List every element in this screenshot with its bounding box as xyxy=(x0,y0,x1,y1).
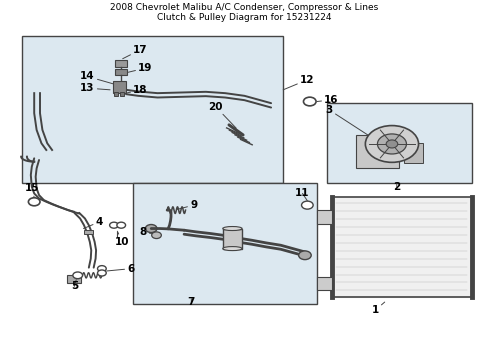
Polygon shape xyxy=(331,197,471,297)
Text: 13: 13 xyxy=(80,83,110,93)
Text: 4: 4 xyxy=(83,217,103,229)
Circle shape xyxy=(301,201,312,209)
Text: 17: 17 xyxy=(122,45,147,59)
Text: 8: 8 xyxy=(139,227,151,237)
FancyBboxPatch shape xyxy=(115,69,127,76)
Bar xyxy=(355,135,398,168)
Circle shape xyxy=(97,270,106,276)
Bar xyxy=(326,103,471,183)
Text: 1: 1 xyxy=(371,302,384,315)
FancyBboxPatch shape xyxy=(115,60,127,67)
Text: 18: 18 xyxy=(126,85,147,95)
Bar xyxy=(316,277,331,291)
Text: 16: 16 xyxy=(316,95,338,105)
Bar xyxy=(114,93,118,96)
Text: 11: 11 xyxy=(295,188,309,201)
Text: 2: 2 xyxy=(392,182,400,192)
Bar xyxy=(133,183,316,304)
Circle shape xyxy=(365,126,418,162)
Circle shape xyxy=(386,140,397,148)
Bar xyxy=(316,210,331,224)
Circle shape xyxy=(303,97,315,106)
Circle shape xyxy=(109,222,118,228)
Text: 10: 10 xyxy=(115,231,129,247)
Text: 9: 9 xyxy=(177,200,197,210)
Text: 19: 19 xyxy=(127,63,152,73)
Bar xyxy=(113,81,125,93)
Circle shape xyxy=(145,225,157,233)
Bar xyxy=(403,143,423,163)
Bar xyxy=(120,93,123,96)
Ellipse shape xyxy=(223,247,242,251)
Circle shape xyxy=(377,134,406,154)
Title: 2008 Chevrolet Malibu A/C Condenser, Compressor & Lines
Clutch & Pulley Diagram : 2008 Chevrolet Malibu A/C Condenser, Com… xyxy=(110,3,378,22)
Bar xyxy=(84,230,93,234)
Bar xyxy=(223,229,242,249)
Text: 20: 20 xyxy=(208,102,236,128)
Circle shape xyxy=(28,198,40,206)
Text: 3: 3 xyxy=(325,105,367,135)
Circle shape xyxy=(117,222,125,228)
FancyBboxPatch shape xyxy=(67,275,81,283)
Circle shape xyxy=(151,232,161,239)
Text: 14: 14 xyxy=(80,71,113,84)
Circle shape xyxy=(73,272,82,279)
Text: 12: 12 xyxy=(283,75,314,90)
Text: 5: 5 xyxy=(71,280,78,291)
Circle shape xyxy=(298,251,310,260)
Ellipse shape xyxy=(223,226,242,230)
Text: 7: 7 xyxy=(187,297,195,307)
Text: 15: 15 xyxy=(24,183,39,197)
Text: 6: 6 xyxy=(106,264,134,274)
Bar xyxy=(22,36,283,183)
Circle shape xyxy=(97,266,106,272)
